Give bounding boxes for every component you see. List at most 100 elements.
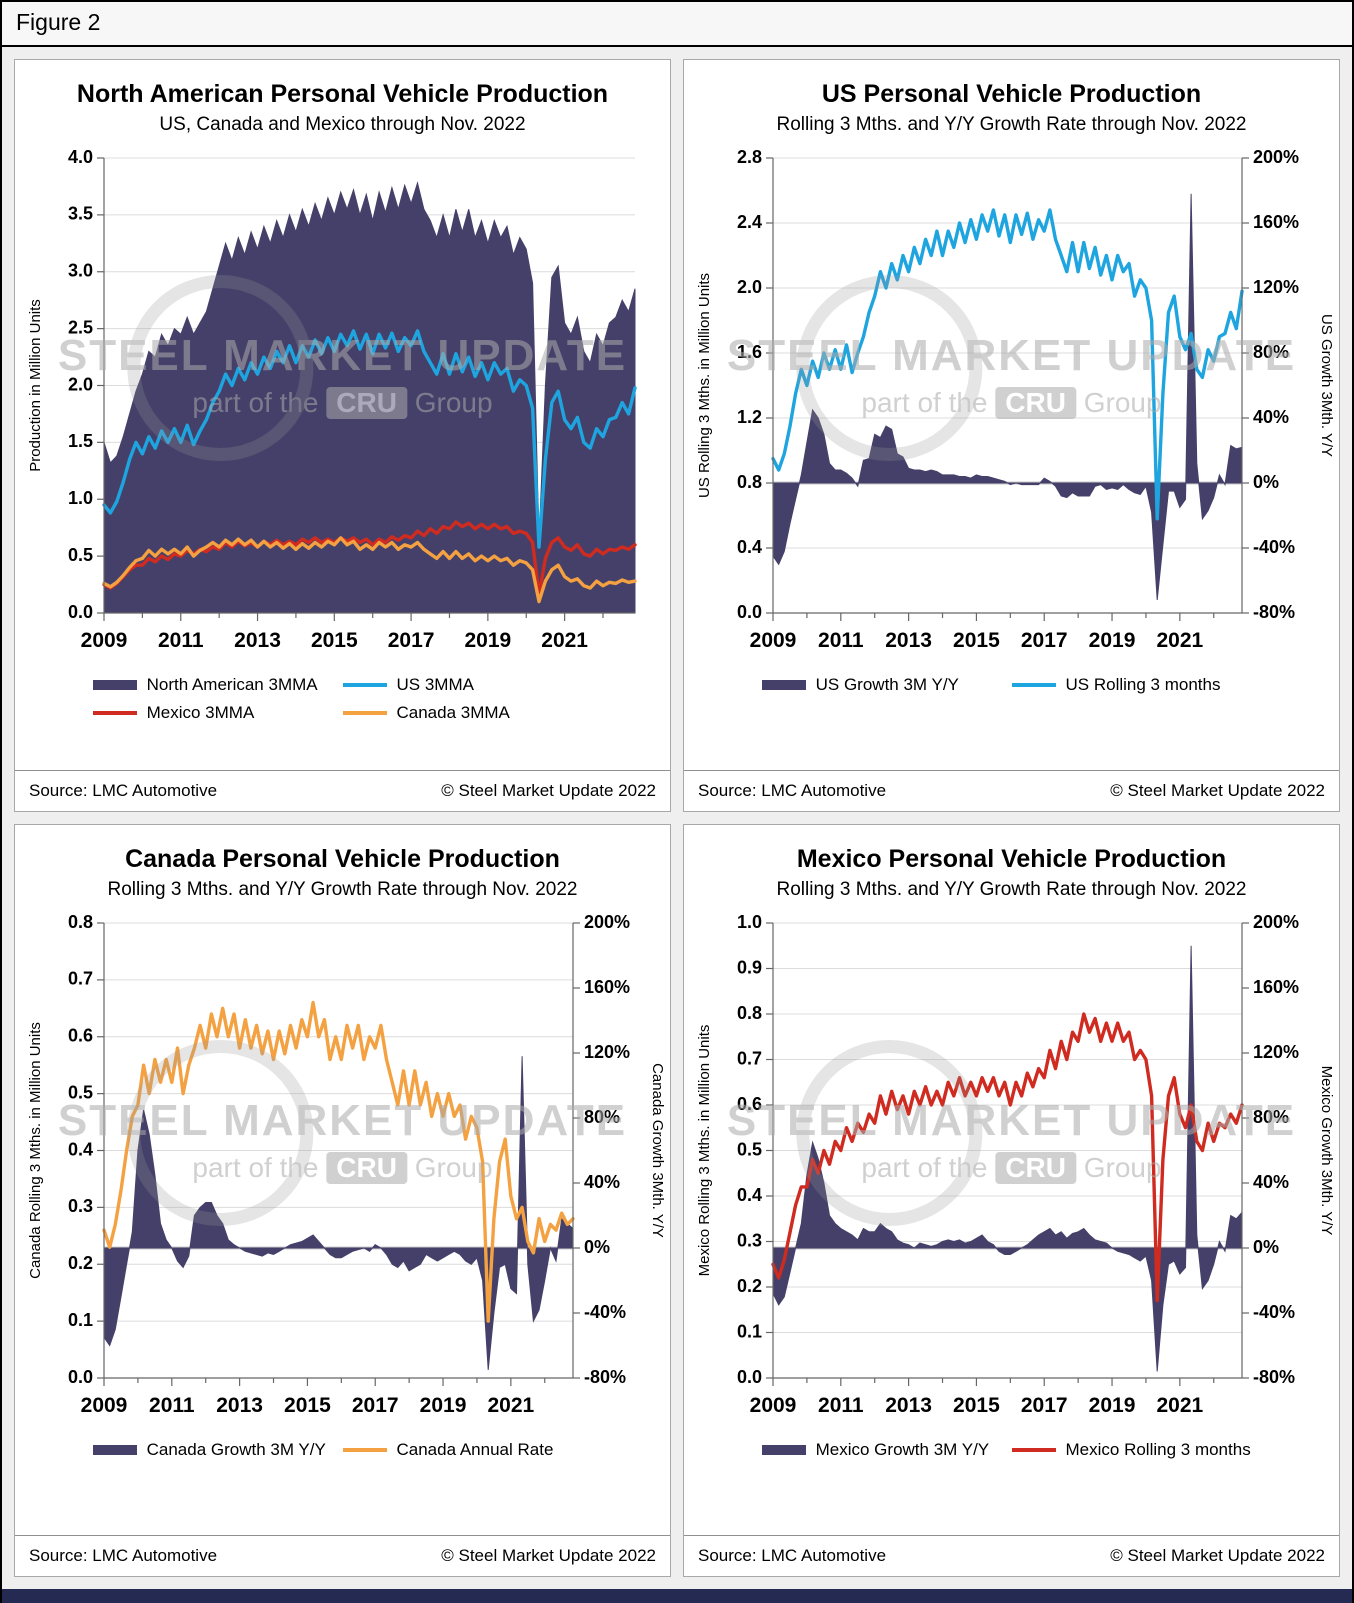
svg-text:200%: 200% bbox=[584, 912, 630, 932]
svg-text:0%: 0% bbox=[1253, 1237, 1279, 1257]
svg-text:-80%: -80% bbox=[1253, 1367, 1295, 1387]
legend-swatch-area-icon bbox=[92, 1445, 137, 1455]
chart-title-block: North American Personal Vehicle Producti… bbox=[15, 60, 670, 136]
svg-text:US Rolling 3 Mths. in Million: US Rolling 3 Mths. in Million Units bbox=[696, 273, 713, 498]
chart-legend: Mexico Growth 3M Y/Y Mexico Rolling 3 mo… bbox=[684, 1434, 1339, 1468]
svg-text:2015: 2015 bbox=[953, 1394, 1000, 1417]
legend-item: Mexico Rolling 3 months bbox=[1011, 1436, 1262, 1464]
chart-grid: North American Personal Vehicle Producti… bbox=[2, 47, 1352, 1589]
legend-item: US Rolling 3 months bbox=[1011, 671, 1262, 699]
svg-text:40%: 40% bbox=[1253, 1172, 1289, 1192]
svg-text:Mexico Growth 3Mth. Y/Y: Mexico Growth 3Mth. Y/Y bbox=[1318, 1066, 1334, 1236]
svg-text:0.4: 0.4 bbox=[737, 537, 762, 557]
chart-title-block: US Personal Vehicle Production Rolling 3… bbox=[684, 60, 1339, 136]
svg-text:2019: 2019 bbox=[1089, 629, 1136, 652]
legend-swatch-area-icon bbox=[761, 1445, 806, 1455]
svg-text:2021: 2021 bbox=[541, 629, 588, 652]
legend-swatch-line-icon bbox=[342, 711, 387, 715]
svg-text:0.8: 0.8 bbox=[737, 472, 762, 492]
svg-text:0.0: 0.0 bbox=[68, 1367, 93, 1387]
svg-text:0.1: 0.1 bbox=[68, 1310, 93, 1330]
panel-canada: Canada Personal Vehicle Production Rolli… bbox=[14, 824, 671, 1577]
legend-swatch-line-icon bbox=[342, 1448, 387, 1452]
chart-subtitle: Rolling 3 Mths. and Y/Y Growth Rate thro… bbox=[776, 114, 1247, 135]
panel-north-america: North American Personal Vehicle Producti… bbox=[14, 59, 671, 812]
svg-text:Mexico Rolling 3 Mths. in Mill: Mexico Rolling 3 Mths. in Million Units bbox=[696, 1025, 713, 1277]
svg-text:2013: 2013 bbox=[234, 629, 281, 652]
svg-text:2009: 2009 bbox=[750, 629, 797, 652]
svg-text:Canada Rolling 3 Mths. in Mill: Canada Rolling 3 Mths. in Million Units bbox=[27, 1022, 44, 1279]
svg-text:-80%: -80% bbox=[584, 1367, 626, 1387]
svg-text:2.0: 2.0 bbox=[737, 277, 762, 297]
legend-swatch-line-icon bbox=[92, 711, 137, 715]
svg-text:0.0: 0.0 bbox=[737, 602, 762, 622]
copyright-note: © Steel Market Update 2022 bbox=[441, 781, 656, 800]
canada-production-chart: 0.0 0.1 0.2 0.3 0.4 0.5 0.6 0.7 0.8 -80% -40% 0% 40%… bbox=[27, 912, 665, 1417]
svg-text:Production in Million Units: Production in Million Units bbox=[27, 299, 44, 472]
legend-label: Canada Annual Rate bbox=[396, 1440, 554, 1459]
svg-text:160%: 160% bbox=[1253, 212, 1299, 232]
svg-text:200%: 200% bbox=[1253, 912, 1299, 932]
chart-title-block: Canada Personal Vehicle Production Rolli… bbox=[15, 825, 670, 901]
svg-text:80%: 80% bbox=[1253, 1107, 1289, 1127]
svg-text:0.1: 0.1 bbox=[737, 1321, 762, 1341]
panel-footer: Source: LMC Automotive © Steel Market Up… bbox=[15, 1535, 670, 1576]
svg-text:2019: 2019 bbox=[420, 1394, 467, 1417]
svg-text:2.5: 2.5 bbox=[68, 317, 93, 337]
panel-footer: Source: LMC Automotive © Steel Market Up… bbox=[684, 1535, 1339, 1576]
svg-text:2017: 2017 bbox=[388, 629, 435, 652]
svg-text:3.5: 3.5 bbox=[68, 204, 93, 224]
legend-item: Mexico Growth 3M Y/Y bbox=[761, 1436, 1012, 1464]
legend-item: US 3MMA bbox=[342, 671, 593, 699]
svg-text:0.4: 0.4 bbox=[68, 1139, 93, 1159]
svg-text:120%: 120% bbox=[1253, 277, 1299, 297]
svg-text:0.6: 0.6 bbox=[68, 1026, 93, 1046]
svg-text:2011: 2011 bbox=[818, 629, 864, 652]
figure-label: Figure 2 bbox=[2, 2, 1352, 47]
svg-text:2.0: 2.0 bbox=[68, 374, 93, 394]
svg-text:2017: 2017 bbox=[1021, 629, 1068, 652]
svg-text:160%: 160% bbox=[1253, 977, 1299, 997]
chart-title: US Personal Vehicle Production bbox=[821, 80, 1202, 108]
svg-text:40%: 40% bbox=[584, 1172, 620, 1192]
panel-us: US Personal Vehicle Production Rolling 3… bbox=[683, 59, 1340, 812]
svg-text:160%: 160% bbox=[584, 977, 630, 997]
svg-text:2013: 2013 bbox=[885, 629, 932, 652]
us-production-chart: 0.0 0.4 0.8 1.2 1.6 2.0 2.4 2.8 -80% -40% 0% 40% 80%… bbox=[696, 147, 1334, 652]
svg-text:2021: 2021 bbox=[1156, 1394, 1203, 1417]
legend-label: North American 3MMA bbox=[146, 675, 318, 694]
legend-label: Canada Growth 3M Y/Y bbox=[146, 1440, 326, 1459]
svg-text:1.0: 1.0 bbox=[737, 912, 762, 932]
chart-title: Mexico Personal Vehicle Production bbox=[796, 845, 1227, 873]
chart-title: Canada Personal Vehicle Production bbox=[125, 845, 560, 873]
source-note: Source: LMC Automotive bbox=[29, 1546, 218, 1565]
svg-text:4.0: 4.0 bbox=[68, 147, 93, 167]
legend-label: Canada 3MMA bbox=[396, 703, 510, 722]
legend-label: Mexico 3MMA bbox=[146, 703, 255, 722]
svg-text:2013: 2013 bbox=[216, 1394, 263, 1417]
copyright-note: © Steel Market Update 2022 bbox=[1110, 781, 1325, 800]
copyright-note: © Steel Market Update 2022 bbox=[1110, 1546, 1325, 1565]
svg-text:120%: 120% bbox=[584, 1042, 630, 1062]
svg-text:0%: 0% bbox=[1253, 472, 1279, 492]
legend-swatch-line-icon bbox=[342, 683, 387, 687]
svg-text:0.7: 0.7 bbox=[737, 1048, 762, 1068]
svg-text:0.6: 0.6 bbox=[737, 1094, 762, 1114]
svg-text:2009: 2009 bbox=[81, 1394, 128, 1417]
svg-text:2011: 2011 bbox=[149, 1394, 195, 1417]
svg-text:2013: 2013 bbox=[885, 1394, 932, 1417]
svg-text:1.0: 1.0 bbox=[68, 488, 93, 508]
legend-item: US Growth 3M Y/Y bbox=[761, 671, 1012, 699]
legend-swatch-line-icon bbox=[1011, 1448, 1056, 1452]
svg-text:0.2: 0.2 bbox=[68, 1253, 93, 1273]
north-america-production-chart: 0.0 0.5 1.0 1.5 2.0 2.5 3.0 3.5 4.0 2009 2011 2013 2… bbox=[27, 147, 637, 652]
svg-text:2011: 2011 bbox=[158, 629, 204, 652]
source-note: Source: LMC Automotive bbox=[698, 781, 887, 800]
svg-text:80%: 80% bbox=[584, 1107, 620, 1127]
legend-label: US Rolling 3 months bbox=[1065, 675, 1221, 694]
svg-text:0%: 0% bbox=[584, 1237, 610, 1257]
svg-text:2015: 2015 bbox=[953, 629, 1000, 652]
legend-item: North American 3MMA bbox=[92, 671, 343, 699]
svg-text:2011: 2011 bbox=[818, 1394, 864, 1417]
svg-text:0.8: 0.8 bbox=[68, 912, 93, 932]
